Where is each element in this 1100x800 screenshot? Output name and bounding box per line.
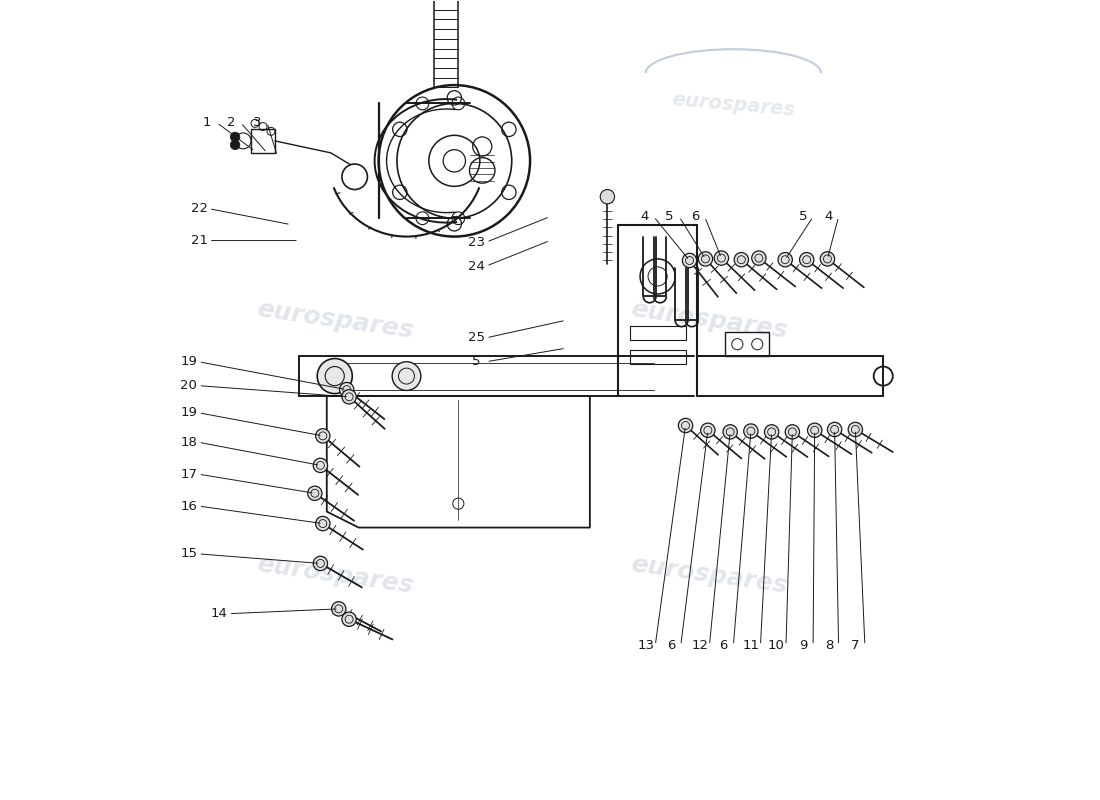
Text: 4: 4: [640, 210, 648, 223]
Text: 7: 7: [851, 639, 859, 652]
Text: 17: 17: [180, 468, 197, 481]
Circle shape: [342, 390, 356, 404]
Bar: [629, 350, 685, 364]
Text: 24: 24: [469, 259, 485, 273]
Text: 2: 2: [227, 116, 235, 129]
Text: 3: 3: [253, 116, 262, 129]
Text: 10: 10: [768, 639, 784, 652]
Text: 16: 16: [180, 499, 197, 513]
Circle shape: [331, 602, 345, 616]
Text: 13: 13: [637, 639, 654, 652]
Circle shape: [316, 516, 330, 530]
Circle shape: [317, 358, 352, 394]
Circle shape: [751, 251, 766, 266]
Circle shape: [342, 612, 356, 626]
Text: 6: 6: [719, 639, 728, 652]
Circle shape: [701, 423, 715, 438]
Circle shape: [230, 132, 240, 142]
Circle shape: [744, 424, 758, 438]
Bar: [251, 129, 275, 153]
Circle shape: [230, 140, 240, 150]
Text: 1: 1: [202, 116, 211, 129]
Circle shape: [764, 425, 779, 439]
Circle shape: [601, 190, 615, 204]
Circle shape: [723, 425, 737, 439]
Text: eurospares: eurospares: [629, 553, 790, 598]
Circle shape: [778, 253, 792, 267]
Circle shape: [682, 254, 696, 268]
Circle shape: [392, 362, 421, 390]
Text: eurospares: eurospares: [629, 298, 790, 343]
Text: 4: 4: [825, 210, 833, 223]
Text: 23: 23: [469, 236, 485, 249]
Text: 11: 11: [742, 639, 759, 652]
Circle shape: [714, 251, 728, 266]
Text: 22: 22: [190, 202, 208, 215]
Text: eurospares: eurospares: [671, 90, 795, 120]
Circle shape: [821, 252, 835, 266]
Text: 18: 18: [180, 436, 197, 449]
Circle shape: [848, 422, 862, 437]
Bar: [725, 332, 769, 356]
Text: eurospares: eurospares: [255, 298, 415, 343]
Circle shape: [800, 253, 814, 267]
Text: 21: 21: [190, 234, 208, 247]
Text: 19: 19: [180, 355, 197, 368]
Text: 9: 9: [800, 639, 807, 652]
Text: 5: 5: [800, 210, 807, 223]
Circle shape: [314, 458, 328, 473]
Text: 5: 5: [472, 355, 481, 368]
Text: 19: 19: [180, 406, 197, 419]
Text: 15: 15: [180, 547, 197, 560]
Text: 8: 8: [825, 639, 833, 652]
Text: 12: 12: [692, 639, 708, 652]
Text: 5: 5: [666, 210, 674, 223]
Text: 25: 25: [469, 331, 485, 344]
Text: 14: 14: [211, 607, 228, 620]
Circle shape: [785, 425, 800, 439]
Circle shape: [308, 486, 322, 501]
Circle shape: [316, 429, 330, 443]
Circle shape: [679, 418, 693, 433]
Circle shape: [827, 422, 842, 437]
Circle shape: [698, 252, 713, 266]
Bar: [629, 326, 685, 340]
Text: 20: 20: [180, 379, 197, 392]
Circle shape: [734, 253, 748, 267]
Text: eurospares: eurospares: [255, 553, 415, 598]
Text: 6: 6: [667, 639, 675, 652]
Text: 6: 6: [691, 210, 700, 223]
Circle shape: [340, 382, 354, 397]
Circle shape: [807, 423, 822, 438]
Circle shape: [314, 556, 328, 570]
